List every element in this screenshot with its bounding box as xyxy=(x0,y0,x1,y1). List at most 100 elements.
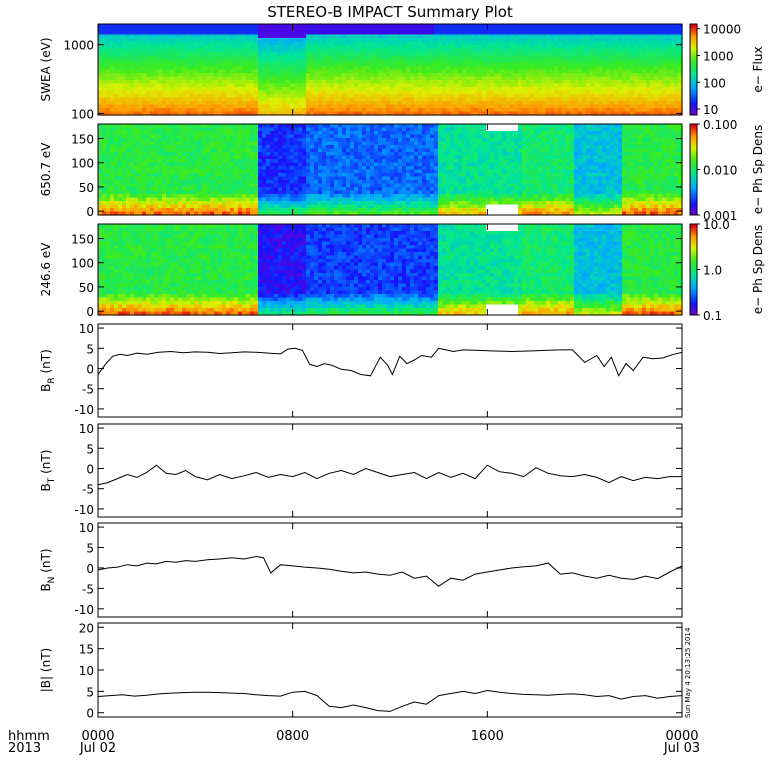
spectrogram-cell xyxy=(318,73,323,78)
spectrogram-cell xyxy=(414,45,419,50)
spectrogram-cell xyxy=(186,24,191,29)
spectrogram-cell xyxy=(558,90,563,95)
spectrogram-cell xyxy=(418,41,423,46)
spectrogram-cell xyxy=(250,159,255,164)
spectrogram-cell xyxy=(262,104,267,109)
spectrogram-cell xyxy=(238,145,243,150)
spectrogram-cell xyxy=(438,48,443,53)
spectrogram-cell xyxy=(206,134,211,139)
spectrogram-cell xyxy=(138,24,143,29)
spectrogram-cell xyxy=(206,124,211,129)
spectrogram-cell xyxy=(454,87,459,92)
spectrogram-cell xyxy=(306,108,311,113)
spectrogram-cell xyxy=(406,31,411,36)
spectrogram-cell xyxy=(534,55,539,60)
spectrogram-cell xyxy=(618,80,623,85)
spectrogram-cell xyxy=(634,87,639,92)
spectrogram-cell xyxy=(626,27,631,32)
spectrogram-cell xyxy=(550,94,555,99)
spectrogram-cell xyxy=(554,31,559,36)
spectrogram-cell xyxy=(426,52,431,57)
spectrogram-cell xyxy=(210,87,215,92)
spectrogram-cell xyxy=(446,24,451,29)
spectrogram-cell xyxy=(150,180,155,185)
spectrogram-cell xyxy=(146,131,151,136)
spectrogram-cell xyxy=(434,66,439,71)
spectrogram-cell xyxy=(606,73,611,78)
spectrogram-cell xyxy=(498,94,503,99)
spectrogram-cell xyxy=(182,101,187,106)
spectrogram-cell xyxy=(266,194,271,199)
spectrogram-cell xyxy=(258,62,263,67)
spectrogram-cell xyxy=(102,145,107,150)
spectrogram-cell xyxy=(182,94,187,99)
spectrogram-cell xyxy=(202,208,207,213)
spectrogram-cell xyxy=(130,48,135,53)
spectrogram-cell xyxy=(658,48,663,53)
spectrogram-cell xyxy=(202,204,207,209)
spectrogram-cell xyxy=(406,73,411,78)
spectrogram-cell xyxy=(242,169,247,174)
spectrogram-cell xyxy=(278,94,283,99)
spectrogram-ylabel: SWEA (eV) xyxy=(39,37,53,101)
spectrogram-cell xyxy=(526,80,531,85)
spectrogram-cell xyxy=(210,124,215,129)
spectrogram-cell xyxy=(122,83,127,88)
spectrogram-cell xyxy=(270,38,275,43)
spectrogram-cell xyxy=(126,31,131,36)
spectrogram-cell xyxy=(658,24,663,29)
spectrogram-cell xyxy=(606,108,611,113)
spectrogram-cell xyxy=(462,52,467,57)
spectrogram-cell xyxy=(266,66,271,71)
spectrogram-cell xyxy=(302,48,307,53)
spectrogram-cell xyxy=(218,66,223,71)
spectrogram-cell xyxy=(202,155,207,160)
colorbar-tick-label: 10000 xyxy=(703,23,741,37)
spectrogram-cell xyxy=(258,101,263,106)
spectrogram-cell xyxy=(310,27,315,32)
spectrogram-cell xyxy=(182,190,187,195)
spectrogram-cell xyxy=(142,131,147,136)
spectrogram-cell xyxy=(442,34,447,39)
spectrogram-cell xyxy=(182,45,187,50)
spectrogram-cell xyxy=(294,83,299,88)
spectrogram-cell xyxy=(126,48,131,53)
spectrogram-cell xyxy=(118,187,123,192)
spectrogram-cell xyxy=(122,166,127,171)
spectrogram-cell xyxy=(174,176,179,181)
spectrogram-cell xyxy=(246,169,251,174)
spectrogram-cell xyxy=(126,83,131,88)
spectrogram-cell xyxy=(270,59,275,64)
spectrogram-cell xyxy=(466,66,471,71)
spectrogram-cell xyxy=(146,159,151,164)
spectrogram-cell xyxy=(438,34,443,39)
spectrogram-cell xyxy=(146,62,151,67)
spectrogram-cell xyxy=(146,52,151,57)
spectrogram-cell xyxy=(218,159,223,164)
spectrogram-cell xyxy=(142,138,147,143)
spectrogram-cell xyxy=(230,124,235,129)
spectrogram-cell xyxy=(642,66,647,71)
spectrogram-cell xyxy=(234,101,239,106)
spectrogram-cell xyxy=(110,69,115,74)
spectrogram-cell xyxy=(106,73,111,78)
spectrogram-cell xyxy=(174,190,179,195)
spectrogram-cell xyxy=(454,38,459,43)
spectrogram-cell xyxy=(450,97,455,102)
spectrogram-cell xyxy=(538,111,543,116)
spectrogram-cell xyxy=(146,73,151,78)
spectrogram-cell xyxy=(146,173,151,178)
spectrogram-cell xyxy=(458,41,463,46)
spectrogram-cell xyxy=(270,159,275,164)
spectrogram-cell xyxy=(198,34,203,39)
spectrogram-cell xyxy=(482,62,487,67)
spectrogram-cell xyxy=(230,48,235,53)
spectrogram-cell xyxy=(622,27,627,32)
spectrogram-cell xyxy=(270,55,275,60)
spectrogram-cell xyxy=(586,111,591,116)
spectrogram-cell xyxy=(562,101,567,106)
spectrogram-cell xyxy=(110,27,115,32)
spectrogram-cell xyxy=(462,31,467,36)
spectrogram-cell xyxy=(206,59,211,64)
spectrogram-cell xyxy=(142,104,147,109)
